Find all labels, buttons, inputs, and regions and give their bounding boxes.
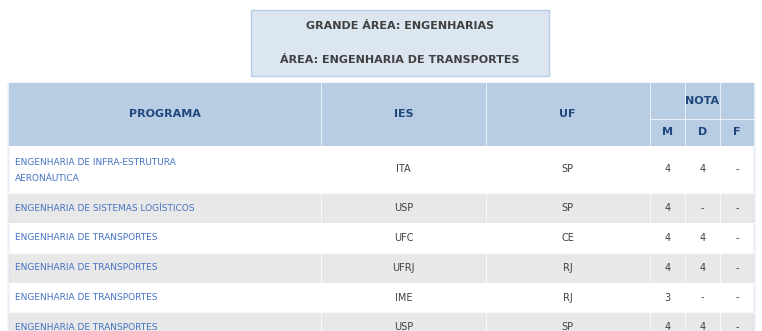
Text: -: - [735,233,739,243]
Text: -: - [701,293,704,303]
Text: GRANDE ÁREA: ENGENHARIAS: GRANDE ÁREA: ENGENHARIAS [306,22,494,31]
Text: 4: 4 [664,263,671,273]
Text: -: - [735,322,739,331]
Text: NOTA: NOTA [685,96,719,106]
Text: 4: 4 [664,233,671,243]
Text: IES: IES [394,109,413,119]
Text: USP: USP [394,322,413,331]
Text: D: D [698,127,707,137]
Text: UFC: UFC [394,233,413,243]
Text: -: - [735,165,739,174]
Bar [251,10,549,76]
Text: CE: CE [562,233,574,243]
Text: ITA: ITA [396,165,411,174]
Text: ENGENHARIA DE SISTEMAS LOGÍSTICOS: ENGENHARIA DE SISTEMAS LOGÍSTICOS [15,204,195,213]
Text: ENGENHARIA DE INFRA-ESTRUTURA: ENGENHARIA DE INFRA-ESTRUTURA [15,158,176,167]
Text: 4: 4 [700,165,706,174]
Text: -: - [735,203,739,213]
Text: ENGENHARIA DE TRANSPORTES: ENGENHARIA DE TRANSPORTES [15,293,158,302]
Bar [8,283,754,312]
Text: PROGRAMA: PROGRAMA [129,109,200,119]
Text: ÁREA: ENGENHARIA DE TRANSPORTES: ÁREA: ENGENHARIA DE TRANSPORTES [280,55,520,65]
Text: ENGENHARIA DE TRANSPORTES: ENGENHARIA DE TRANSPORTES [15,263,158,272]
Bar [8,312,754,331]
Text: 4: 4 [700,233,706,243]
Text: SP: SP [562,203,574,213]
Bar [8,253,754,283]
Text: M: M [662,127,673,137]
Bar [8,193,754,223]
Bar [8,146,754,193]
Text: AERONÁUTICA: AERONÁUTICA [15,173,80,183]
Text: SP: SP [562,165,574,174]
Text: RJ: RJ [563,293,572,303]
Text: 4: 4 [700,322,706,331]
Text: ENGENHARIA DE TRANSPORTES: ENGENHARIA DE TRANSPORTES [15,233,158,243]
Text: F: F [734,127,741,137]
Text: USP: USP [394,203,413,213]
Text: RJ: RJ [563,263,572,273]
Text: ENGENHARIA DE TRANSPORTES: ENGENHARIA DE TRANSPORTES [15,323,158,331]
Text: 4: 4 [700,263,706,273]
Text: 4: 4 [664,165,671,174]
Text: 4: 4 [664,322,671,331]
Bar [8,83,754,146]
Bar [8,223,754,253]
Text: IME: IME [395,293,412,303]
Text: 3: 3 [664,293,671,303]
Text: UFRJ: UFRJ [392,263,415,273]
Text: -: - [735,263,739,273]
Text: -: - [735,293,739,303]
Text: -: - [701,203,704,213]
Text: UF: UF [559,109,576,119]
Text: 4: 4 [664,203,671,213]
Text: SP: SP [562,322,574,331]
